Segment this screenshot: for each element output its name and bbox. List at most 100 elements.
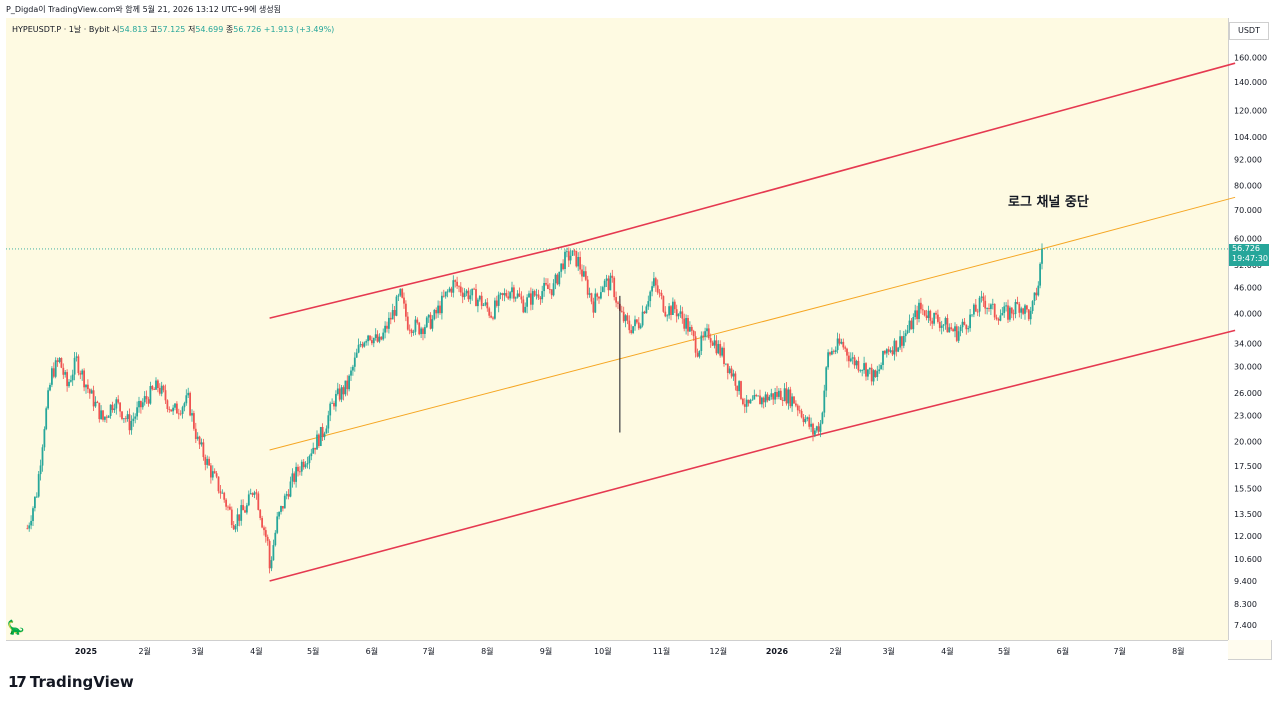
candle-body (109, 404, 112, 416)
price-tick-label: 46.000 (1234, 284, 1262, 293)
candle-body (906, 330, 909, 334)
candle-body (128, 414, 131, 431)
candle-body (51, 368, 53, 385)
candle-body (486, 302, 489, 309)
candle-body (157, 380, 159, 388)
candle-body (143, 396, 146, 403)
candle-body (891, 350, 894, 355)
candle-body (520, 296, 523, 300)
candle-body (158, 387, 161, 394)
candle-body (283, 495, 286, 509)
currency-unit-button[interactable]: USDT (1229, 22, 1269, 40)
candle-body (804, 419, 807, 423)
candle-body (779, 390, 782, 400)
candle-body (696, 352, 699, 357)
time-tick-label: 2월 (138, 646, 150, 656)
price-tick-label: 40.000 (1234, 310, 1262, 319)
candle-body (452, 280, 455, 293)
price-tick-label: 10.600 (1234, 555, 1262, 564)
candle-body (590, 293, 593, 302)
candle-body (766, 394, 769, 401)
candle-body (829, 352, 831, 355)
open-label: 시 (112, 25, 120, 34)
candle-body (878, 369, 881, 372)
candle-body (98, 402, 101, 420)
price-axis[interactable] (1228, 18, 1273, 640)
candle-body (573, 250, 576, 252)
candle-body (147, 399, 150, 404)
candle-body (876, 371, 879, 377)
candle-body (319, 427, 322, 446)
candle-body (331, 402, 333, 404)
candle-body (965, 324, 968, 330)
candle-body (1031, 301, 1034, 311)
candle-body (743, 404, 746, 407)
candle-body (916, 310, 918, 320)
candle-body (601, 287, 604, 293)
candle-body (105, 416, 108, 418)
candle-body (465, 290, 468, 294)
candle-body (991, 303, 994, 305)
candle-body (692, 330, 695, 337)
candle-body (153, 389, 156, 390)
candle-body (270, 560, 273, 569)
candle-body (796, 405, 799, 411)
candle-body (56, 360, 59, 362)
candle-body (371, 340, 373, 344)
candle-body (831, 351, 833, 355)
candle-body (660, 292, 663, 296)
candle-body (874, 370, 877, 377)
candle-body (974, 304, 977, 312)
time-axis[interactable] (6, 640, 1228, 661)
plot-area[interactable] (6, 18, 1228, 640)
candle-body (675, 309, 678, 317)
candle-body (533, 291, 536, 296)
candle-body (395, 296, 398, 316)
candle-body (740, 381, 742, 399)
candle-body (295, 466, 297, 482)
candle-body (1003, 306, 1006, 313)
candle-body (588, 293, 591, 295)
candle-body (552, 283, 555, 296)
candle-body (467, 290, 470, 300)
candle-body (882, 350, 884, 365)
price-tick-label: 8.300 (1234, 600, 1257, 609)
candle-body (802, 417, 805, 423)
candle-body (28, 525, 31, 529)
symbol-legend[interactable]: HYPEUSDT.P · 1날 · Bybit 시54.813 고57.125 … (12, 24, 334, 35)
candle-body (662, 296, 665, 312)
candle-body (280, 506, 282, 512)
candle-body (75, 356, 78, 358)
candle-body (577, 257, 580, 267)
time-tick-label: 4월 (250, 646, 262, 656)
candle-body (232, 525, 235, 530)
candle-body (851, 357, 854, 359)
time-tick-label: 2025 (75, 647, 98, 656)
candle-body (901, 336, 903, 346)
candle-body (494, 300, 496, 319)
candle-body (433, 310, 436, 320)
candle-body (806, 417, 809, 419)
candle-body (35, 496, 38, 498)
candle-body (547, 284, 549, 289)
chart-annotation[interactable]: 로그 채널 중단 (1008, 195, 1089, 210)
candle-body (376, 334, 379, 342)
candle-body (620, 310, 623, 312)
candle-body (1012, 313, 1015, 315)
candle-body (393, 310, 396, 316)
candle-body (261, 518, 263, 528)
candle-body (244, 510, 246, 513)
candle-body (189, 392, 191, 416)
candle-body (808, 417, 811, 427)
candle-body (842, 341, 845, 348)
dino-icon[interactable]: 🦕 (7, 620, 25, 636)
candle-body (848, 355, 850, 362)
candle-body (707, 328, 710, 339)
candle-body (800, 410, 803, 418)
candle-body (838, 338, 841, 344)
candle-body (240, 505, 243, 521)
candle-body (450, 288, 453, 293)
candle-body (193, 413, 195, 429)
candle-body (927, 310, 930, 318)
candle-body (747, 399, 750, 404)
